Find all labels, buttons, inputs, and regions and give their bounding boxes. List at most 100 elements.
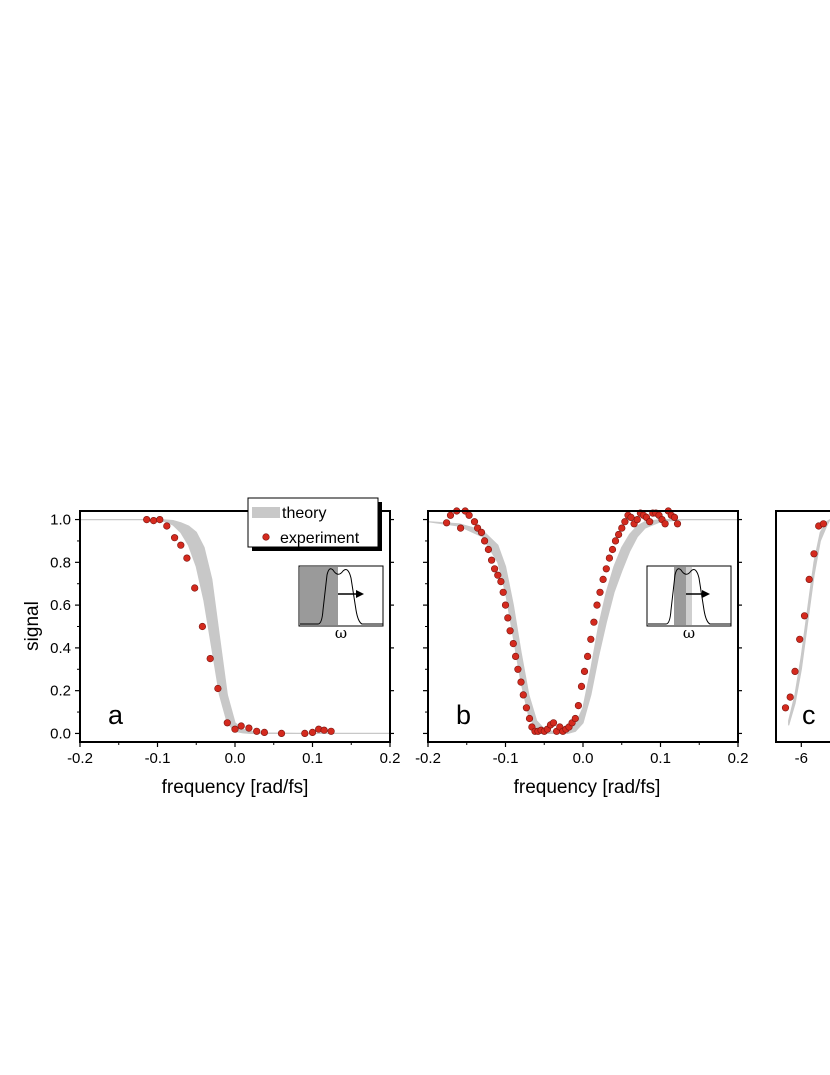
panel-label-c: c bbox=[802, 700, 816, 730]
experiment-point bbox=[156, 515, 164, 524]
legend-experiment-label: experiment bbox=[280, 530, 360, 547]
panel-label-a: a bbox=[108, 700, 124, 730]
x-ticks-a: -0.2 -0.1 0.0 0.1 0.2 bbox=[67, 742, 400, 767]
y-tick-label: 0.2 bbox=[50, 683, 71, 700]
x-tick-label: -6 bbox=[795, 750, 808, 767]
x-tick-label: 0.2 bbox=[380, 750, 401, 767]
experiment-point bbox=[301, 729, 309, 738]
experiment-point bbox=[327, 727, 335, 735]
experiment-point bbox=[443, 519, 451, 527]
experiment-point bbox=[580, 667, 589, 676]
experiment-point bbox=[511, 652, 520, 661]
experiment-point bbox=[488, 556, 496, 564]
y-tick-label: 0.6 bbox=[50, 597, 71, 614]
legend-experiment-marker bbox=[262, 533, 270, 541]
inset-omega-label-a: ω bbox=[335, 624, 347, 642]
experiment-point bbox=[446, 511, 455, 519]
experiment-point bbox=[614, 530, 623, 539]
experiment-point bbox=[786, 693, 794, 701]
experiment-point bbox=[260, 728, 269, 737]
experiment-point bbox=[791, 667, 799, 676]
x-tick-label: 0.2 bbox=[728, 750, 749, 767]
experiment-point bbox=[183, 554, 191, 562]
experiment-point bbox=[670, 513, 679, 522]
experiment-point bbox=[574, 701, 583, 710]
x-tick-label: -0.1 bbox=[145, 750, 171, 767]
experiment-point bbox=[491, 565, 499, 573]
experiment-point bbox=[621, 518, 629, 526]
legend-box bbox=[247, 497, 379, 548]
experiment-point bbox=[596, 588, 604, 596]
experiment-point bbox=[522, 704, 531, 712]
experiment-point bbox=[583, 652, 592, 661]
experiment-point bbox=[253, 727, 261, 735]
arrow-right-icon bbox=[702, 590, 710, 598]
experiment-point bbox=[590, 618, 598, 626]
panel-c: -6 c bbox=[775, 510, 830, 767]
experiment-point bbox=[605, 554, 614, 562]
experiment-point bbox=[470, 518, 479, 526]
x-tick-label: 0.0 bbox=[573, 750, 594, 767]
experiment-point bbox=[320, 726, 328, 734]
experiment-point bbox=[231, 725, 239, 733]
inset-omega-label-b: ω bbox=[683, 624, 695, 642]
legend-theory-label: theory bbox=[282, 505, 326, 522]
inset-shade-light-b bbox=[686, 567, 692, 625]
experiment-point bbox=[501, 601, 510, 609]
experiment-point bbox=[223, 719, 231, 727]
experiment-point bbox=[549, 719, 558, 727]
experiment-points-a bbox=[143, 515, 335, 738]
experiment-point bbox=[163, 522, 171, 530]
experiment-point bbox=[237, 722, 245, 730]
experiment-point bbox=[494, 571, 502, 579]
experiment-point bbox=[457, 524, 465, 532]
y-ticks-b bbox=[423, 518, 742, 735]
x-axis-title-a: frequency [rad/fs] bbox=[162, 777, 309, 798]
experiment-point bbox=[525, 714, 534, 723]
experiment-point bbox=[308, 728, 317, 737]
experiment-point bbox=[517, 678, 525, 686]
y-tick-label: 0.4 bbox=[50, 640, 71, 657]
experiment-point bbox=[277, 729, 286, 738]
x-tick-label: -0.2 bbox=[415, 750, 441, 767]
legend: theory experiment bbox=[247, 497, 382, 551]
experiment-point bbox=[499, 588, 507, 596]
experiment-point bbox=[514, 665, 522, 673]
x-axis-title-b: frequency [rad/fs] bbox=[514, 777, 661, 798]
experiment-point bbox=[506, 627, 514, 635]
y-tick-label: 1.0 bbox=[50, 512, 71, 529]
y-tick-label: 0.8 bbox=[50, 554, 71, 571]
y-tick-label: 0.0 bbox=[50, 725, 71, 742]
experiment-point bbox=[673, 520, 682, 528]
inset-b: ω bbox=[646, 565, 732, 642]
experiment-point bbox=[150, 516, 158, 525]
experiment-point bbox=[819, 520, 828, 528]
experiment-point bbox=[198, 622, 206, 631]
x-tick-label: -0.1 bbox=[493, 750, 519, 767]
inset-spectrum-curve-b bbox=[648, 568, 731, 625]
experiment-point bbox=[618, 524, 626, 532]
experiment-point bbox=[599, 575, 607, 584]
inset-a: ω bbox=[298, 565, 384, 642]
experiment-point bbox=[633, 515, 641, 524]
experiment-point bbox=[191, 584, 199, 592]
experiment-point bbox=[810, 550, 818, 558]
experiment-points-b bbox=[443, 507, 682, 735]
experiment-point bbox=[781, 704, 790, 712]
experiment-point bbox=[481, 537, 489, 545]
x-tick-label: -0.2 bbox=[67, 750, 93, 767]
experiment-point bbox=[805, 575, 813, 584]
experiment-point bbox=[504, 614, 512, 622]
panel-label-b: b bbox=[456, 700, 471, 730]
experiment-point bbox=[796, 635, 804, 643]
experiment-point bbox=[577, 682, 586, 691]
panel-b: -0.2 -0.1 0.0 0.1 0.2 frequency [rad/fs] b ω bbox=[415, 507, 749, 798]
x-ticks-c: -6 bbox=[795, 742, 808, 767]
experiment-point bbox=[571, 714, 579, 723]
experiment-point bbox=[171, 534, 179, 542]
experiment-point bbox=[602, 565, 610, 573]
experiment-point bbox=[611, 537, 620, 545]
experiment-point bbox=[646, 518, 654, 526]
experiment-point bbox=[627, 513, 635, 522]
experiment-point bbox=[465, 511, 473, 519]
